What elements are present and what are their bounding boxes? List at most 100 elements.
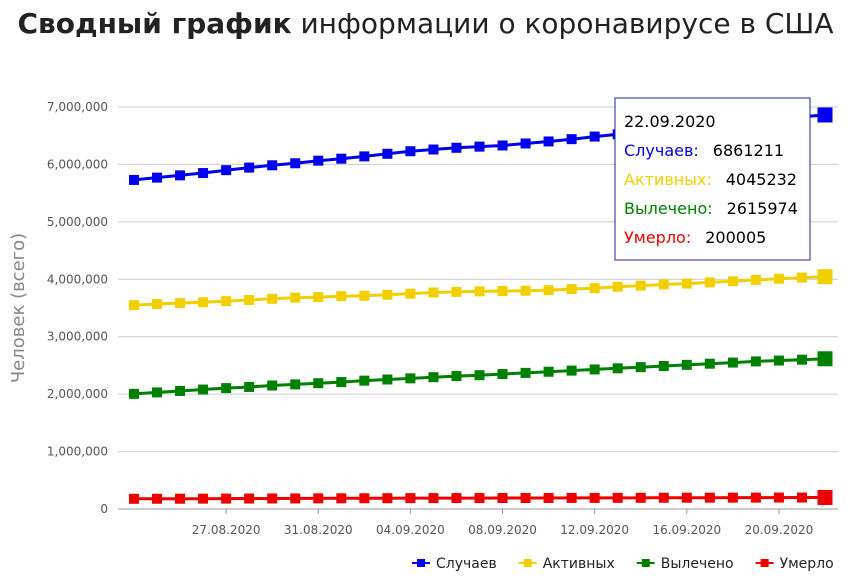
- data-point[interactable]: [796, 492, 807, 503]
- data-point[interactable]: [221, 383, 232, 394]
- data-point[interactable]: [382, 289, 393, 300]
- data-point[interactable]: [474, 493, 485, 504]
- data-point[interactable]: [497, 286, 508, 297]
- legend-item-3[interactable]: Умерло: [780, 556, 834, 572]
- data-point[interactable]: [612, 363, 623, 374]
- data-point[interactable]: [681, 359, 692, 370]
- data-point[interactable]: [290, 158, 301, 169]
- data-point[interactable]: [750, 274, 761, 285]
- data-point[interactable]: [635, 492, 646, 503]
- data-point[interactable]: [658, 361, 669, 372]
- data-point[interactable]: [543, 492, 554, 503]
- data-point[interactable]: [543, 285, 554, 296]
- data-point[interactable]: [359, 290, 370, 301]
- data-point[interactable]: [566, 365, 577, 376]
- data-point[interactable]: [152, 172, 163, 183]
- data-point[interactable]: [520, 285, 531, 296]
- data-point[interactable]: [704, 277, 715, 288]
- data-point[interactable]: [474, 370, 485, 381]
- data-point[interactable]: [451, 142, 462, 153]
- data-point[interactable]: [405, 146, 416, 157]
- data-point[interactable]: [428, 493, 439, 504]
- data-point[interactable]: [267, 493, 278, 504]
- data-point[interactable]: [750, 356, 761, 367]
- data-point[interactable]: [152, 387, 163, 398]
- legend-item-1[interactable]: Активных: [543, 556, 615, 572]
- data-point[interactable]: [704, 358, 715, 369]
- data-point[interactable]: [681, 278, 692, 289]
- data-point[interactable]: [658, 279, 669, 290]
- data-point[interactable]: [175, 170, 186, 181]
- data-point[interactable]: [267, 160, 278, 171]
- data-point[interactable]: [129, 174, 139, 185]
- data-point[interactable]: [451, 286, 462, 297]
- data-point[interactable]: [428, 287, 439, 298]
- data-point[interactable]: [428, 144, 439, 155]
- data-point[interactable]: [244, 294, 255, 305]
- legend-item-2[interactable]: Вылечено: [661, 556, 734, 572]
- data-point[interactable]: [336, 493, 347, 504]
- data-point[interactable]: [589, 131, 600, 142]
- data-point[interactable]: [658, 492, 669, 503]
- data-point[interactable]: [152, 493, 163, 504]
- data-point[interactable]: [520, 367, 531, 378]
- data-point[interactable]: [198, 297, 209, 308]
- data-point[interactable]: [405, 493, 416, 504]
- data-point[interactable]: [290, 493, 301, 504]
- data-point[interactable]: [129, 493, 139, 504]
- data-point[interactable]: [175, 298, 186, 309]
- data-point[interactable]: [612, 492, 623, 503]
- data-point[interactable]: [566, 284, 577, 295]
- data-point[interactable]: [267, 293, 278, 304]
- data-point[interactable]: [589, 283, 600, 294]
- data-point[interactable]: [589, 492, 600, 503]
- data-point[interactable]: [359, 151, 370, 162]
- data-point[interactable]: [635, 362, 646, 373]
- data-point[interactable]: [336, 291, 347, 302]
- data-point[interactable]: [244, 381, 255, 392]
- data-point[interactable]: [817, 490, 833, 506]
- data-point[interactable]: [428, 372, 439, 383]
- data-point[interactable]: [290, 379, 301, 390]
- data-point[interactable]: [727, 357, 738, 368]
- data-point[interactable]: [566, 134, 577, 145]
- data-point[interactable]: [520, 493, 531, 504]
- data-point[interactable]: [359, 493, 370, 504]
- data-point[interactable]: [198, 493, 209, 504]
- data-point[interactable]: [612, 281, 623, 292]
- data-point[interactable]: [497, 369, 508, 380]
- data-point[interactable]: [382, 493, 393, 504]
- data-point[interactable]: [359, 375, 370, 386]
- data-point[interactable]: [405, 288, 416, 299]
- data-point[interactable]: [817, 351, 833, 367]
- data-point[interactable]: [750, 492, 761, 503]
- data-point[interactable]: [497, 140, 508, 151]
- data-point[interactable]: [198, 168, 209, 179]
- data-point[interactable]: [175, 493, 186, 504]
- data-point[interactable]: [817, 269, 833, 285]
- data-point[interactable]: [773, 492, 784, 503]
- data-point[interactable]: [313, 493, 324, 504]
- data-point[interactable]: [405, 373, 416, 384]
- data-point[interactable]: [543, 136, 554, 147]
- data-point[interactable]: [382, 374, 393, 385]
- data-point[interactable]: [382, 148, 393, 159]
- data-point[interactable]: [221, 165, 232, 176]
- data-point[interactable]: [451, 493, 462, 504]
- data-point[interactable]: [773, 273, 784, 284]
- data-point[interactable]: [497, 493, 508, 504]
- data-point[interactable]: [129, 388, 139, 399]
- data-point[interactable]: [566, 492, 577, 503]
- data-point[interactable]: [244, 493, 255, 504]
- data-point[interactable]: [727, 492, 738, 503]
- data-point[interactable]: [313, 155, 324, 166]
- data-point[interactable]: [474, 141, 485, 152]
- data-point[interactable]: [681, 492, 692, 503]
- data-point[interactable]: [635, 280, 646, 291]
- data-point[interactable]: [817, 107, 833, 123]
- data-point[interactable]: [796, 272, 807, 283]
- data-point[interactable]: [221, 296, 232, 307]
- data-point[interactable]: [221, 493, 232, 504]
- data-point[interactable]: [313, 292, 324, 303]
- data-point[interactable]: [704, 492, 715, 503]
